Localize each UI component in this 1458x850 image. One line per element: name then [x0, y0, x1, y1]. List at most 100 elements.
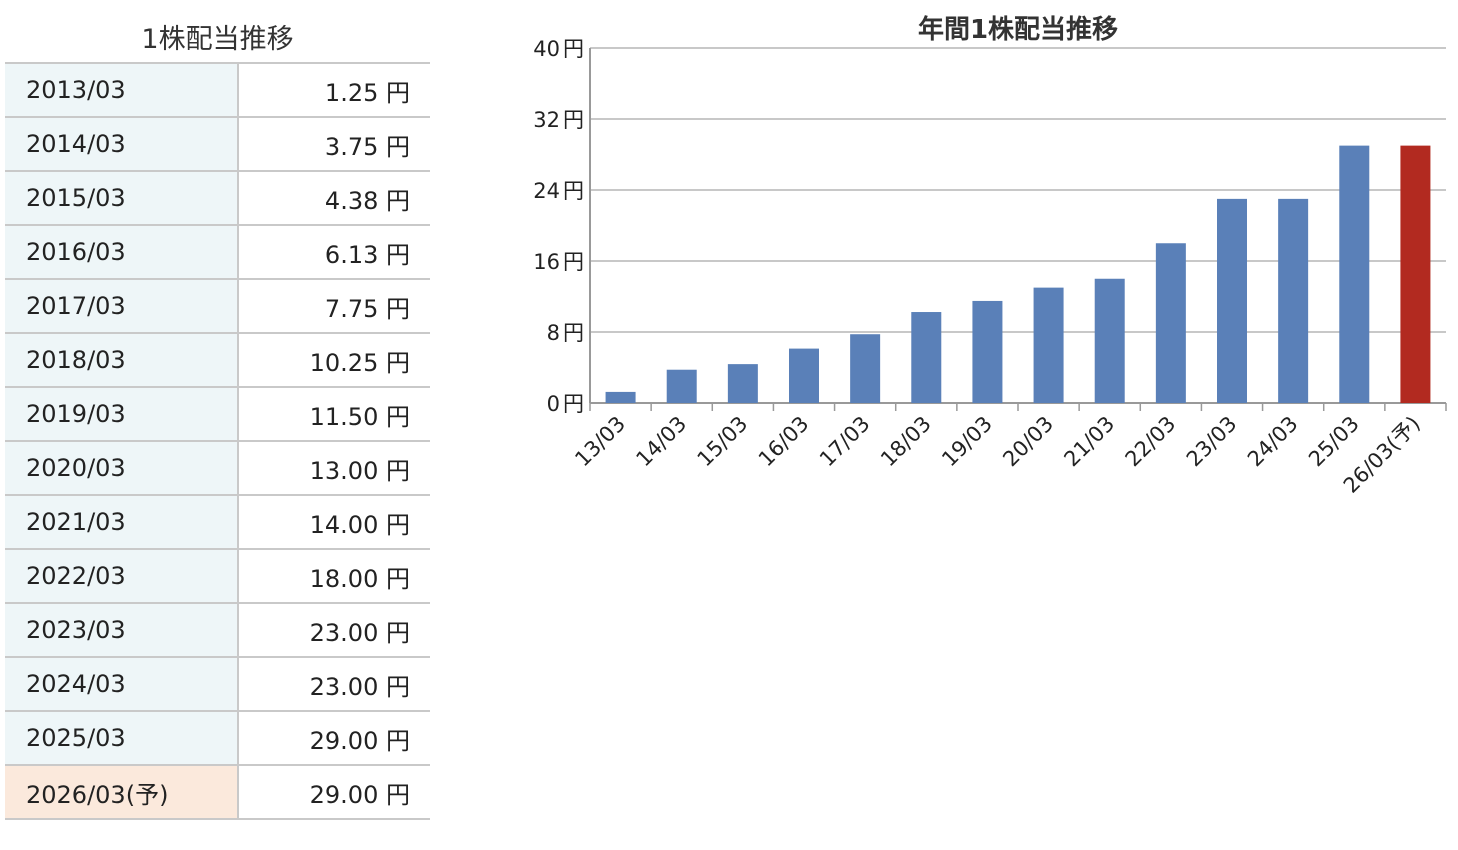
amount-unit: 円 — [386, 672, 410, 701]
amount-value: 18.00 — [309, 564, 379, 593]
period-cell: 2024/03 — [5, 657, 239, 712]
amount-value: 7.75 — [324, 294, 379, 323]
bar — [666, 369, 697, 403]
amount-unit: 円 — [386, 510, 410, 539]
amount-value: 23.00 — [309, 672, 379, 701]
amount-unit: 円 — [386, 132, 410, 161]
amount-cell: 29.00 円 — [238, 765, 430, 820]
bar — [1339, 145, 1370, 403]
y-tick-unit: 円 — [563, 37, 584, 61]
bar — [727, 364, 758, 403]
table-row: 2026/03(予) 29.00 円 — [5, 765, 430, 820]
bar — [1033, 287, 1064, 403]
y-tick-unit: 円 — [563, 179, 584, 203]
amount-cell: 3.75 円 — [238, 117, 430, 172]
amount-cell: 13.00 円 — [238, 441, 430, 496]
x-tick-label: 16/03 — [754, 412, 814, 472]
y-tick-unit: 円 — [563, 392, 584, 416]
period-cell: 2023/03 — [5, 603, 239, 658]
amount-cell: 7.75 円 — [238, 279, 430, 334]
bar — [850, 334, 881, 403]
amount-value: 29.00 — [309, 780, 379, 809]
amount-cell: 1.25 円 — [238, 62, 430, 118]
table-row: 2020/03 13.00 円 — [5, 441, 430, 496]
x-tick-label: 23/03 — [1182, 412, 1242, 472]
amount-cell: 4.38 円 — [238, 171, 430, 226]
period-cell: 2026/03(予) — [5, 765, 239, 820]
bar — [1094, 278, 1125, 403]
table-row: 2024/03 23.00 円 — [5, 657, 430, 712]
dividend-table-panel: 1株配当推移 2013/03 1.25 円 2014/03 3.75 円 2015/03… — [5, 18, 430, 820]
amount-value: 11.50 — [309, 402, 379, 431]
y-tick-label: 8 — [547, 321, 560, 345]
amount-value: 4.38 — [324, 186, 379, 215]
y-tick-label: 0 — [547, 392, 560, 416]
period-cell: 2020/03 — [5, 441, 239, 496]
table-row: 2018/03 10.25 円 — [5, 333, 430, 388]
table-row: 2017/03 7.75 円 — [5, 279, 430, 334]
chart-title: 年間1株配当推移 — [918, 14, 1118, 45]
period-cell: 2025/03 — [5, 711, 239, 766]
amount-value: 10.25 — [309, 348, 379, 377]
bar — [1217, 198, 1247, 403]
y-tick-label: 32 — [533, 108, 560, 132]
y-tick-label: 24 — [533, 179, 560, 203]
x-tick-label: 21/03 — [1059, 412, 1119, 472]
amount-cell: 11.50 円 — [238, 387, 430, 442]
period-cell: 2019/03 — [5, 387, 239, 442]
amount-unit: 円 — [386, 402, 410, 431]
y-tick-label: 40 — [533, 37, 560, 61]
y-tick-unit: 円 — [563, 250, 584, 274]
table-row: 2022/03 18.00 円 — [5, 549, 430, 604]
table-row: 2013/03 1.25 円 — [5, 62, 430, 118]
amount-value: 29.00 — [309, 726, 379, 755]
period-cell: 2021/03 — [5, 495, 239, 550]
amount-unit: 円 — [386, 456, 410, 485]
amount-unit: 円 — [386, 294, 410, 323]
amount-cell: 6.13 円 — [238, 225, 430, 280]
amount-cell: 23.00 円 — [238, 657, 430, 712]
amount-value: 3.75 — [324, 132, 379, 161]
bar — [789, 348, 819, 403]
bar — [911, 312, 942, 403]
amount-value: 13.00 — [309, 456, 379, 485]
x-tick-label: 15/03 — [693, 412, 753, 472]
amount-cell: 18.00 円 — [238, 549, 430, 604]
bar — [1278, 198, 1309, 403]
forecast-bar — [1400, 145, 1431, 403]
period-cell: 2018/03 — [5, 333, 239, 388]
x-tick-label: 20/03 — [998, 412, 1058, 472]
amount-value: 1.25 — [324, 78, 379, 107]
table-row: 2023/03 23.00 円 — [5, 603, 430, 658]
table-row: 2021/03 14.00 円 — [5, 495, 430, 550]
y-tick-unit: 円 — [563, 321, 584, 345]
amount-unit: 円 — [386, 564, 410, 593]
x-tick-label: 17/03 — [815, 412, 875, 472]
amount-unit: 円 — [386, 348, 410, 377]
amount-cell: 23.00 円 — [238, 603, 430, 658]
amount-unit: 円 — [386, 78, 410, 107]
amount-unit: 円 — [386, 186, 410, 215]
table-row: 2019/03 11.50 円 — [5, 387, 430, 442]
x-tick-label: 14/03 — [631, 412, 691, 472]
amount-cell: 29.00 円 — [238, 711, 430, 766]
amount-unit: 円 — [386, 240, 410, 269]
x-tick-label: 13/03 — [570, 412, 630, 472]
table-row: 2025/03 29.00 円 — [5, 711, 430, 766]
amount-unit: 円 — [386, 726, 410, 755]
period-cell: 2014/03 — [5, 117, 239, 172]
table-row: 2016/03 6.13 円 — [5, 225, 430, 280]
x-tick-label: 22/03 — [1121, 412, 1181, 472]
amount-unit: 円 — [386, 618, 410, 647]
x-tick-label: 24/03 — [1243, 412, 1303, 472]
amount-unit: 円 — [386, 780, 410, 809]
table-row: 2015/03 4.38 円 — [5, 171, 430, 226]
x-tick-label: 18/03 — [876, 412, 936, 472]
period-cell: 2015/03 — [5, 171, 239, 226]
period-cell: 2013/03 — [5, 62, 239, 118]
bar — [605, 391, 636, 403]
amount-value: 23.00 — [309, 618, 379, 647]
